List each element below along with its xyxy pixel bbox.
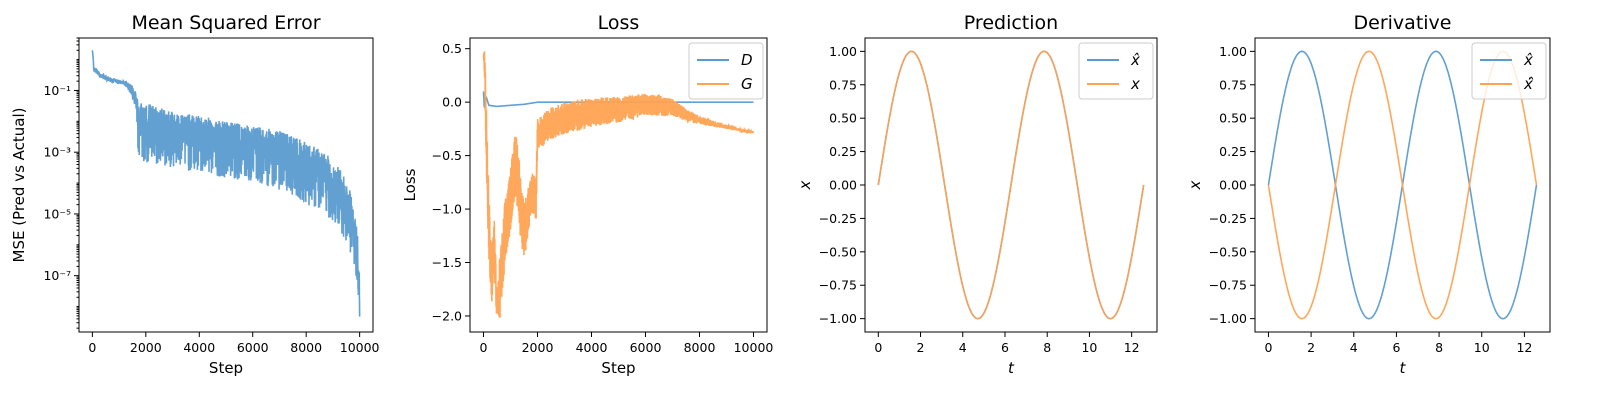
legend: x̂ ẋ̂: [1471, 42, 1547, 100]
legend-label: D: [741, 51, 753, 69]
x-axis-label: Step: [209, 359, 243, 377]
legend-label: G: [741, 75, 753, 93]
x-tick-label: 12: [1516, 340, 1532, 355]
x-tick-label: 2: [1307, 340, 1315, 355]
legend: DG: [688, 42, 764, 100]
y-tick-label: 0.25: [1219, 144, 1247, 159]
x-tick-label: 4: [959, 340, 967, 355]
x-axis-label: t: [1008, 359, 1015, 377]
y-tick-label: 10⁻⁷: [43, 268, 71, 283]
y-tick-label: 0.0: [442, 95, 462, 110]
x-tick-label: 4000: [183, 340, 215, 355]
legend-label: ẋ̂: [1523, 75, 1534, 93]
y-tick-label: 0.50: [829, 111, 857, 126]
y-tick-label: 1.00: [829, 44, 857, 59]
chart-title: Mean Squared Error: [131, 12, 320, 34]
x-tick-label: 8: [1435, 340, 1443, 355]
y-tick-label: −0.25: [1209, 211, 1247, 226]
x-tick-label: 8000: [684, 340, 716, 355]
y-tick-label: 1.00: [1219, 44, 1247, 59]
legend: x̂ x: [1078, 42, 1154, 100]
y-axis-label: MSE (Pred vs Actual): [10, 107, 28, 262]
y-axis-label: Loss: [401, 168, 419, 201]
x-tick-label: 8000: [290, 340, 322, 355]
plot-area: [482, 51, 755, 318]
x-axis-label: Step: [601, 359, 635, 377]
y-tick-label: 0.75: [829, 77, 857, 92]
y-tick-label: −0.75: [819, 278, 857, 293]
axes-frame: [469, 37, 768, 333]
y-tick-label: −0.75: [1209, 278, 1247, 293]
y-tick-label: 0.25: [829, 144, 857, 159]
chart-derivative: 0 2 4 6 8 10 12 1.00 0.75 0.50 0.25 0.00 −0.25 −0.50 −…: [1186, 12, 1551, 377]
legend-label: x: [1130, 75, 1140, 93]
series-line-x: [877, 50, 1145, 320]
x-tick-label: 6: [1001, 340, 1009, 355]
x-tick-label: 10000: [340, 340, 380, 355]
legend-label: x̂: [1523, 51, 1533, 69]
x-tick-label: 0: [480, 340, 488, 355]
chart-mse: 0 2000 4000 6000 8000 10000 10⁻¹ 10⁻³ 10⁻⁵ 10⁻⁷ Me…: [10, 12, 380, 377]
chart-title: Prediction: [964, 12, 1058, 34]
y-tick-label: 10⁻⁵: [43, 206, 71, 221]
y-tick-label: −0.50: [819, 244, 857, 259]
plot-area: [91, 50, 361, 317]
x-tick-label: 0: [88, 340, 96, 355]
x-tick-label: 10: [1474, 340, 1490, 355]
y-tick-label: 0.75: [1219, 77, 1247, 92]
y-axis-label: x: [796, 180, 814, 190]
x-axis-label: t: [1400, 359, 1407, 377]
y-tick-label: −0.25: [819, 211, 857, 226]
x-tick-label: 0: [874, 340, 882, 355]
y-tick-label: −1.00: [819, 311, 857, 326]
y-tick-label: 0.5: [442, 41, 462, 56]
x-tick-label: 8: [1043, 340, 1051, 355]
x-tick-label: 4000: [576, 340, 608, 355]
series-line-G: [482, 51, 755, 318]
x-tick-label: 10: [1081, 340, 1097, 355]
x-tick-label: 12: [1124, 340, 1140, 355]
x-tick-label: 4: [1350, 340, 1358, 355]
x-tick-label: 0: [1264, 340, 1272, 355]
x-tick-label: 2: [917, 340, 925, 355]
y-tick-label: 0.00: [829, 178, 857, 193]
x-tick-label: 6: [1392, 340, 1400, 355]
y-tick-label: 0.00: [1219, 178, 1247, 193]
x-tick-label: 10000: [734, 340, 774, 355]
y-tick-label: 10⁻¹: [43, 83, 71, 98]
y-tick-label: −1.00: [1209, 311, 1247, 326]
chart-loss: 0 2000 4000 6000 8000 10000 0.5 0.0 −0.5 −1.0 −1.5…: [401, 12, 773, 377]
axes-frame: [78, 37, 374, 333]
y-tick-label: −0.50: [1209, 244, 1247, 259]
chart-title: Derivative: [1354, 12, 1452, 34]
y-tick-label: −0.5: [432, 148, 462, 163]
y-tick-label: −1.0: [432, 202, 462, 217]
y-tick-label: −1.5: [432, 255, 462, 270]
x-tick-label: 6000: [630, 340, 662, 355]
y-tick-label: 0.50: [1219, 111, 1247, 126]
y-tick-label: 10⁻³: [43, 145, 71, 160]
series-line-0: [91, 50, 361, 317]
chart-prediction: 0 2 4 6 8 10 12 1.00 0.75 0.50 0.25 0.00 −0.25 −0.50 −…: [796, 12, 1158, 377]
x-tick-label: 2000: [130, 340, 162, 355]
x-tick-label: 2000: [522, 340, 554, 355]
chart-title: Loss: [598, 12, 640, 34]
x-tick-label: 6000: [237, 340, 269, 355]
y-tick-label: −2.0: [432, 308, 462, 323]
y-axis-label: x: [1186, 180, 1204, 190]
plot-area: [877, 50, 1145, 320]
legend-label: x̂: [1130, 51, 1140, 69]
